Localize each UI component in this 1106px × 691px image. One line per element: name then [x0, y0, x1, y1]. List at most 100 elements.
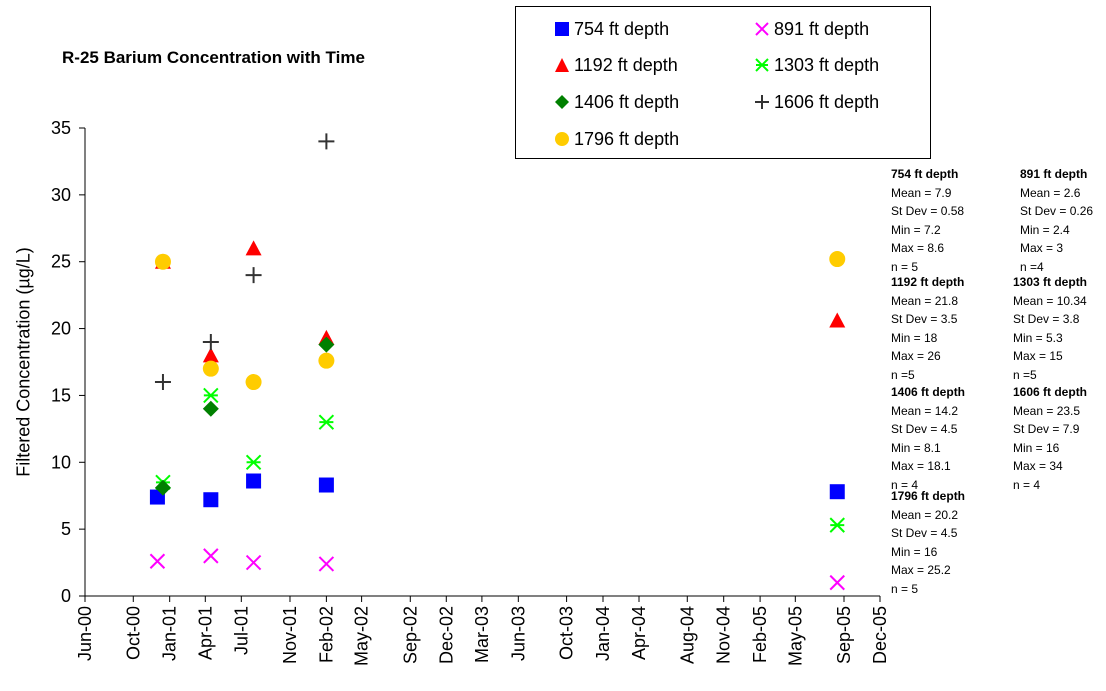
- data-point: [245, 240, 262, 256]
- stats-max: Max = 26: [891, 349, 941, 364]
- x-tick-label: Dec-05: [870, 606, 890, 664]
- stats-stdev: St Dev = 3.5: [891, 312, 958, 327]
- stats-n: n =4: [1020, 259, 1044, 274]
- stats-1606: 1606 ft depth Mean = 23.5 St Dev = 7.9 M…: [1013, 383, 1087, 495]
- legend: 754 ft depth 891 ft depth 1192 ft depth …: [515, 6, 931, 159]
- stats-max: Max = 34: [1013, 459, 1063, 474]
- x-tick-label: Oct-00: [123, 606, 143, 660]
- legend-label: 1192 ft depth: [574, 55, 678, 75]
- x-tick-label: Oct-03: [557, 606, 577, 660]
- x-tick-label: Apr-04: [629, 606, 649, 660]
- legend-label: 754 ft depth: [574, 19, 670, 39]
- stats-1303: 1303 ft depth Mean = 10.34 St Dev = 3.8 …: [1013, 273, 1087, 385]
- y-tick-label: 5: [61, 519, 71, 539]
- x-tick-label: Feb-05: [750, 606, 770, 663]
- data-point: [245, 454, 262, 470]
- stats-stdev: St Dev = 0.58: [891, 204, 965, 219]
- data-point: [318, 556, 335, 572]
- y-tick-label: 10: [51, 452, 71, 472]
- legend-label: 891 ft depth: [774, 19, 870, 39]
- stats-header: 1406 ft depth: [891, 385, 966, 399]
- stats-stdev: St Dev = 3.8: [1013, 312, 1080, 327]
- stats-header: 891 ft depth: [1020, 167, 1088, 181]
- x-tick-label: Nov-01: [280, 606, 300, 664]
- stats-891: 891 ft depth Mean = 2.6 St Dev = 0.26 Mi…: [1020, 165, 1093, 277]
- stats-stdev: St Dev = 4.5: [891, 526, 958, 541]
- data-point: [245, 267, 262, 284]
- data-point: [318, 133, 335, 150]
- data-point: [829, 574, 845, 591]
- stats-754: 754 ft depth Mean = 7.9 St Dev = 0.58 Mi…: [891, 165, 964, 277]
- stats-n: n =5: [891, 367, 915, 382]
- data-point: [318, 414, 335, 430]
- stats-mean: Mean = 21.8: [891, 293, 959, 308]
- stats-mean: Mean = 10.34: [1013, 293, 1087, 308]
- chart-title: R-25 Barium Concentration with Time: [62, 48, 365, 67]
- y-tick-label: 20: [51, 319, 71, 339]
- y-tick-label: 25: [51, 252, 71, 272]
- stats-stdev: St Dev = 7.9: [1013, 422, 1080, 437]
- stats-1192: 1192 ft depth Mean = 21.8 St Dev = 3.5 M…: [891, 273, 964, 385]
- stats-header: 754 ft depth: [891, 167, 959, 181]
- y-tick-label: 30: [51, 185, 71, 205]
- data-point: [318, 336, 335, 353]
- data-point: [245, 554, 262, 571]
- stats-min: Min = 18: [891, 330, 938, 345]
- x-tick-label: Sep-02: [400, 606, 420, 664]
- legend-marker-triangle: [555, 58, 569, 72]
- stats-stdev: St Dev = 0.26: [1020, 204, 1094, 219]
- data-point: [245, 374, 262, 391]
- data-point: [318, 477, 334, 493]
- data-point: [203, 492, 219, 508]
- x-tick-label: Jul-01: [231, 606, 251, 655]
- stats-min: Min = 8.1: [891, 440, 941, 455]
- stats-1796: 1796 ft depth Mean = 20.2 St Dev = 4.5 M…: [891, 487, 965, 599]
- x-tick-label: Nov-04: [714, 606, 734, 664]
- legend-label: 1406 ft depth: [574, 92, 680, 112]
- y-tick-label: 15: [51, 385, 71, 405]
- data-point: [246, 473, 262, 489]
- data-point: [202, 333, 219, 350]
- legend-marker-plus: [755, 95, 769, 109]
- x-tick-label: Jan-04: [593, 606, 613, 661]
- x-tick-label: Mar-03: [472, 606, 492, 663]
- y-tick-label: 35: [51, 118, 71, 138]
- stats-min: Min = 7.2: [891, 222, 941, 237]
- data-point: [202, 360, 219, 377]
- stats-mean: Mean = 23.5: [1013, 403, 1081, 418]
- stats-n: n = 4: [891, 477, 919, 492]
- data-point: [829, 251, 846, 268]
- data-point: [154, 253, 171, 270]
- legend-marker-square: [555, 22, 569, 36]
- data-point: [202, 347, 219, 363]
- stats-header: 1303 ft depth: [1013, 275, 1088, 289]
- x-tick-label: May-05: [785, 606, 805, 666]
- data-point: [829, 312, 846, 328]
- data-point: [318, 352, 335, 369]
- x-tick-label: Jun-03: [508, 606, 528, 661]
- stats-n: n = 4: [1013, 477, 1041, 492]
- stats-n: n = 5: [891, 259, 919, 274]
- stats-mean: Mean = 14.2: [891, 403, 959, 418]
- data-point: [203, 548, 219, 564]
- legend-marker-asterisk: [755, 58, 769, 72]
- x-tick-label: Jun-00: [75, 606, 95, 661]
- data-point: [203, 387, 219, 404]
- x-tick-label: Jan-01: [160, 606, 180, 661]
- stats-mean: Mean = 2.6: [1020, 185, 1081, 200]
- x-tick-label: May-02: [352, 606, 372, 666]
- stats-min: Min = 5.3: [1013, 330, 1063, 345]
- stats-mean: Mean = 7.9: [891, 185, 952, 200]
- stats-max: Max = 3: [1020, 241, 1064, 256]
- x-tick-label: Apr-01: [195, 606, 215, 660]
- y-axis-label: Filtered Concentration (µg/L): [13, 247, 34, 477]
- legend-marker-circle: [555, 132, 569, 146]
- legend-label: 1303 ft depth: [774, 55, 880, 75]
- data-point: [154, 479, 171, 496]
- stats-max: Max = 8.6: [891, 241, 945, 256]
- stats-max: Max = 18.1: [891, 459, 951, 474]
- data-point: [149, 553, 166, 569]
- stats-min: Min = 16: [891, 544, 938, 559]
- stats-1406: 1406 ft depth Mean = 14.2 St Dev = 4.5 M…: [891, 383, 965, 495]
